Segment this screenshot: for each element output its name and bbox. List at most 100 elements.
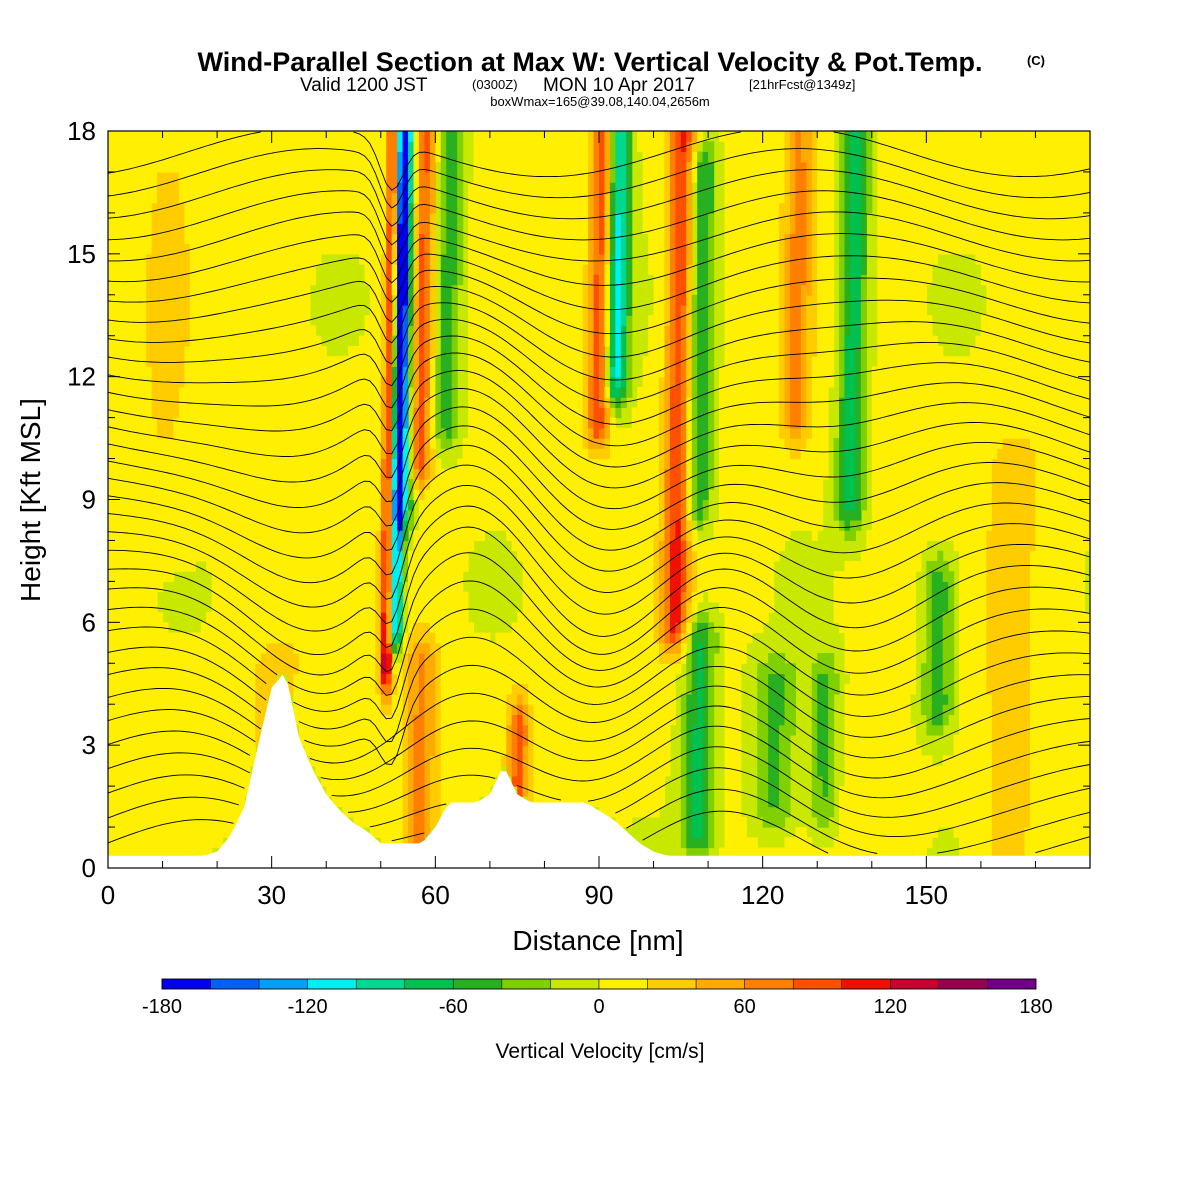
w-cell [146, 663, 153, 675]
w-cell [157, 653, 164, 664]
w-cell [271, 325, 278, 337]
w-cell [369, 407, 376, 419]
w-cell [468, 386, 475, 398]
w-cell [457, 591, 464, 603]
w-cell [391, 233, 398, 245]
w-cell [238, 653, 245, 664]
w-cell [342, 356, 349, 368]
w-cell [440, 489, 447, 501]
w-cell [533, 417, 540, 429]
w-cell [320, 601, 327, 613]
w-cell [173, 499, 180, 511]
w-cell [484, 765, 491, 777]
w-cell [517, 182, 524, 194]
w-cell [353, 530, 360, 542]
w-cell [277, 540, 284, 552]
w-cell [386, 305, 393, 316]
w-cell [429, 345, 436, 357]
w-cell [118, 714, 125, 726]
w-cell [162, 438, 169, 449]
w-cell [468, 704, 475, 716]
w-cell [217, 775, 224, 787]
w-cell [249, 294, 256, 306]
w-cell [440, 141, 447, 153]
w-cell [162, 448, 169, 460]
w-cell [386, 141, 393, 153]
w-cell [435, 642, 442, 654]
w-cell [440, 560, 447, 572]
w-cell [168, 458, 175, 470]
w-cell [353, 212, 360, 224]
w-cell [348, 192, 355, 204]
w-cell [293, 560, 300, 572]
w-cell [538, 581, 546, 593]
w-cell [151, 305, 158, 316]
w-cell [304, 386, 311, 398]
w-cell [173, 479, 180, 490]
w-cell [375, 397, 382, 408]
w-cell [113, 673, 120, 685]
w-cell [506, 427, 513, 439]
w-cell [468, 294, 475, 306]
w-cell [293, 479, 300, 490]
w-cell [255, 653, 262, 664]
w-cell [233, 530, 240, 542]
w-cell [348, 468, 355, 480]
w-cell [282, 663, 289, 675]
w-cell [266, 233, 273, 245]
w-cell [113, 468, 120, 480]
w-cell [178, 632, 185, 644]
w-cell [315, 530, 322, 542]
w-cell [277, 386, 284, 398]
w-cell [206, 151, 213, 163]
w-cell [457, 601, 464, 613]
w-cell [348, 212, 355, 224]
w-cell [522, 161, 529, 173]
w-cell [277, 151, 284, 163]
w-cell [108, 519, 115, 531]
w-cell [353, 468, 360, 480]
w-cell [511, 294, 518, 306]
w-cell [228, 356, 235, 368]
w-cell [429, 786, 436, 797]
w-cell [364, 315, 371, 327]
w-cell [337, 601, 344, 613]
w-cell [189, 755, 196, 767]
w-cell [538, 141, 546, 153]
w-cell [429, 182, 436, 194]
w-cell [200, 775, 207, 787]
w-cell [135, 366, 142, 378]
w-cell [413, 612, 420, 623]
w-cell [255, 601, 262, 613]
w-cell [222, 468, 229, 480]
w-cell [435, 151, 442, 163]
w-cell [397, 540, 404, 552]
w-cell [244, 305, 251, 316]
w-cell [369, 131, 376, 142]
w-cell [413, 356, 420, 368]
w-cell [211, 479, 218, 490]
w-cell [511, 345, 518, 357]
w-cell [304, 622, 311, 634]
w-cell [124, 325, 131, 337]
w-cell [233, 642, 240, 654]
w-cell [309, 253, 316, 265]
w-cell [446, 591, 453, 603]
w-cell [151, 468, 158, 480]
w-cell [217, 264, 224, 275]
w-cell [424, 560, 431, 572]
w-cell [228, 284, 235, 296]
w-cell [249, 755, 256, 767]
w-cell [113, 397, 120, 408]
w-cell [353, 540, 360, 552]
w-cell [457, 653, 464, 664]
w-cell [277, 335, 284, 347]
w-cell [446, 632, 453, 644]
w-cell [429, 305, 436, 316]
w-cell [260, 427, 267, 439]
w-cell [424, 775, 431, 787]
w-cell [260, 141, 267, 153]
w-cell [157, 714, 164, 726]
w-cell [178, 806, 185, 818]
w-cell [304, 509, 311, 521]
